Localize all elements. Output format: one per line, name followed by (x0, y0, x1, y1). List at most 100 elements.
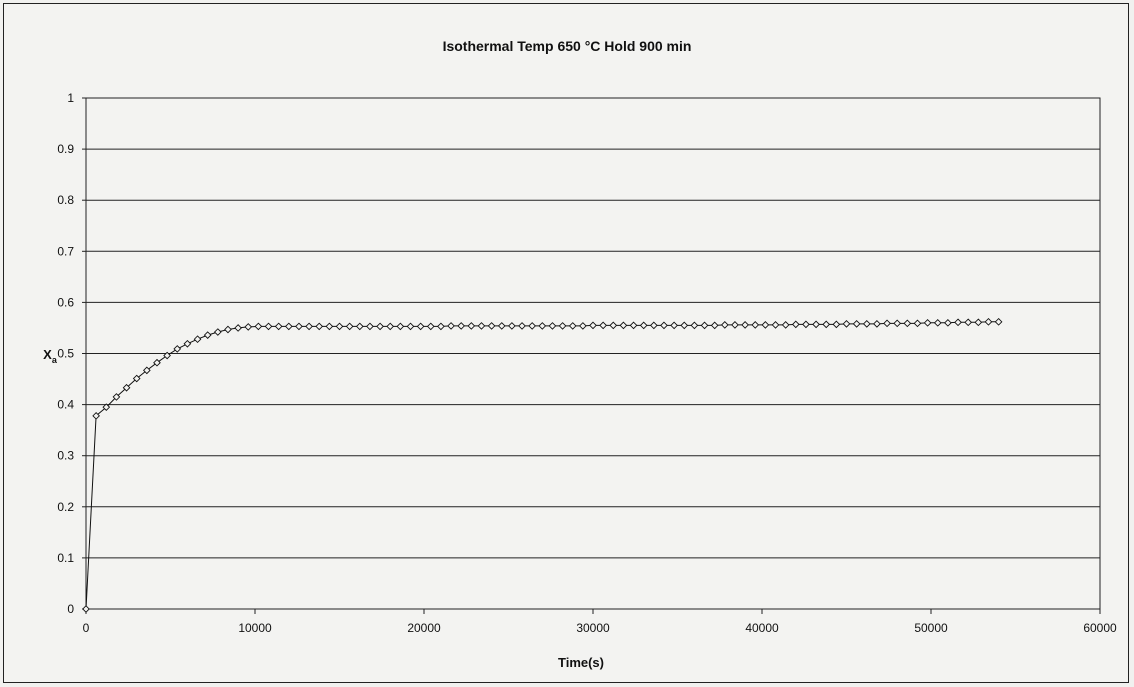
data-point-marker (254, 322, 263, 331)
data-point-marker (629, 321, 638, 330)
y-axis-label-sub: a (52, 355, 58, 365)
data-point-marker (832, 320, 841, 329)
data-point-marker (366, 322, 374, 331)
data-point-marker (284, 322, 293, 331)
data-point-marker (650, 321, 658, 330)
data-point-marker (143, 366, 151, 375)
data-point-marker (802, 320, 810, 329)
y-tick-label: 0.1 (57, 551, 74, 565)
data-point-marker (244, 323, 253, 331)
gridlines (86, 148, 1100, 559)
y-axis: 0 0.1 0.2 0.3 0.4 0.5 0.6 0.7 0.8 0.9 1 (57, 91, 86, 616)
data-point-marker (558, 322, 567, 330)
data-point-marker (903, 319, 912, 328)
data-point-marker (416, 322, 425, 331)
data-point-marker (609, 321, 618, 330)
data-point-marker (112, 393, 121, 401)
y-axis-label: Xa (43, 347, 58, 365)
data-point-marker (913, 319, 922, 328)
data-point-marker (670, 321, 678, 330)
data-point-marker (791, 320, 800, 329)
data-point-marker (974, 318, 983, 327)
data-point-marker (822, 320, 831, 329)
data-point-marker (295, 322, 303, 331)
data-point-marker (944, 319, 952, 327)
data-point-marker (355, 322, 364, 331)
data-point-marker (508, 322, 516, 330)
data-point-marker (426, 322, 435, 331)
data-point-marker (690, 321, 699, 330)
y-tick-label: 1 (67, 91, 74, 105)
data-point-marker (568, 322, 577, 330)
data-point-marker (203, 331, 212, 339)
data-point-marker (406, 322, 415, 331)
data-point-marker (771, 321, 780, 329)
x-tick-label: 40000 (745, 621, 779, 635)
y-tick-label: 0.2 (57, 500, 74, 514)
data-point-marker (264, 322, 273, 331)
y-tick-label: 0.7 (57, 244, 74, 258)
data-point-marker (376, 322, 384, 331)
data-point-marker (315, 322, 324, 331)
data-point-marker (325, 322, 334, 331)
x-tick-label: 20000 (407, 621, 441, 635)
x-tick-label: 10000 (238, 621, 272, 635)
data-point-marker (224, 325, 232, 334)
data-point-marker (153, 358, 161, 367)
chart-title: Isothermal Temp 650 °C Hold 900 min (442, 38, 692, 54)
data-point-marker (842, 320, 851, 328)
data-point-marker (994, 317, 1003, 326)
x-tick-label: 60000 (1083, 621, 1117, 635)
y-tick-label: 0.4 (57, 398, 74, 412)
data-point-marker (193, 335, 202, 344)
data-point-marker (132, 374, 141, 383)
data-point-marker (933, 319, 942, 327)
data-point-marker (862, 320, 871, 328)
data-point-marker (437, 322, 445, 331)
y-tick-label: 0.9 (57, 142, 74, 156)
data-point-marker (497, 322, 506, 330)
data-point-marker (82, 605, 90, 613)
data-point-marker (487, 322, 496, 330)
y-tick-label: 0.5 (57, 347, 74, 361)
y-axis-label-main: X (43, 347, 52, 362)
data-point-marker (954, 318, 962, 327)
data-point-marker (335, 322, 344, 331)
data-point-marker (660, 321, 668, 330)
data-point-marker (964, 318, 973, 327)
data-point-marker (984, 317, 993, 326)
data-point-marker (213, 328, 222, 336)
data-point-marker (731, 321, 739, 329)
x-axis-label: Time(s) (558, 655, 604, 670)
data-point-marker (234, 324, 242, 332)
data-point-marker (812, 320, 820, 329)
y-tick-label: 0.8 (57, 193, 74, 207)
x-tick-label: 0 (83, 621, 90, 635)
data-point-marker (274, 322, 283, 331)
data-point-marker (538, 322, 547, 330)
data-point-marker (589, 321, 597, 330)
data-point-marker (467, 322, 476, 330)
data-point-marker (396, 322, 405, 331)
data-point-marker (741, 321, 749, 329)
data-point-marker (700, 321, 709, 330)
data-point-marker (599, 321, 607, 330)
data-point-marker (680, 321, 689, 330)
y-tick-label: 0.6 (57, 295, 74, 309)
data-point-marker (477, 322, 486, 330)
y-tick-label: 0.3 (57, 449, 74, 463)
data-point-marker (883, 319, 891, 328)
chart-frame (3, 3, 1129, 683)
series-markers (82, 317, 1003, 613)
data-point-marker (751, 321, 760, 329)
x-axis: 0 10000 20000 30000 40000 50000 60000 (83, 609, 1117, 635)
x-tick-label: 30000 (576, 621, 610, 635)
data-point-marker (122, 383, 131, 392)
data-point-marker (528, 322, 536, 330)
data-point-marker (305, 322, 313, 331)
data-point-marker (102, 403, 111, 411)
series-line (85, 321, 999, 610)
data-point-marker (720, 321, 729, 329)
data-point-marker (173, 345, 182, 353)
